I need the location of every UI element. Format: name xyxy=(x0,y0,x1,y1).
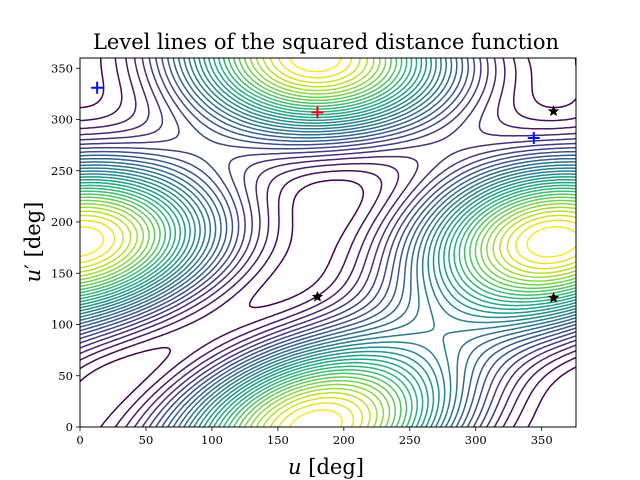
contour-level xyxy=(80,58,576,427)
contour-level xyxy=(80,58,576,427)
contour-level xyxy=(80,58,576,427)
contour-lines xyxy=(80,58,576,427)
x-axis-ticks: 0 50 100 150 200 250 300 350 xyxy=(76,427,553,447)
contour-level xyxy=(80,58,576,427)
contour-level xyxy=(80,58,576,427)
y-tick-label: 0 xyxy=(66,420,73,434)
x-tick-label: 0 xyxy=(76,433,83,447)
minimum-marker xyxy=(91,81,104,94)
y-tick-label: 100 xyxy=(51,318,73,332)
contour-level xyxy=(80,58,576,427)
y-axis-ticks: 0 50 100 150 200 250 300 350 xyxy=(51,61,80,434)
contour-level xyxy=(80,58,576,427)
y-tick-label: 50 xyxy=(58,369,73,383)
contour-level xyxy=(80,58,576,427)
contour-level xyxy=(80,58,576,427)
y-tick-label: 250 xyxy=(51,164,73,178)
y-tick-label: 350 xyxy=(51,61,73,75)
y-tick-label: 300 xyxy=(51,113,73,127)
plot-frame xyxy=(79,57,577,428)
contour-level xyxy=(80,58,576,427)
y-tick-label: 200 xyxy=(51,215,73,229)
contour-level xyxy=(80,58,576,427)
y-tick-label: 150 xyxy=(51,266,73,280)
chart-title: Level lines of the squared distance func… xyxy=(93,30,559,54)
x-tick-label: 100 xyxy=(201,433,223,447)
x-tick-label: 50 xyxy=(139,433,154,447)
x-tick-label: 250 xyxy=(399,433,421,447)
x-tick-label: 300 xyxy=(465,433,487,447)
saddle-point-marker xyxy=(311,290,324,302)
saddle-point-marker xyxy=(547,105,560,117)
x-axis-label: u [deg] xyxy=(288,455,364,479)
contour-level xyxy=(80,58,576,427)
contour-level xyxy=(80,58,576,427)
minimum-marker xyxy=(527,131,540,144)
contour-level xyxy=(80,58,576,427)
contour-level xyxy=(80,58,576,427)
saddle-point-marker xyxy=(547,291,560,303)
x-tick-label: 350 xyxy=(531,433,553,447)
y-axis-label: u′ [deg] xyxy=(21,202,45,283)
contour-level xyxy=(80,58,576,427)
contour-level xyxy=(80,58,576,427)
contour-level xyxy=(80,58,576,427)
contour-level xyxy=(80,58,576,427)
critical-point-markers xyxy=(91,81,560,303)
x-tick-label: 200 xyxy=(333,433,355,447)
x-tick-label: 150 xyxy=(267,433,289,447)
contour-level xyxy=(80,58,576,427)
maximum-marker xyxy=(311,106,324,119)
